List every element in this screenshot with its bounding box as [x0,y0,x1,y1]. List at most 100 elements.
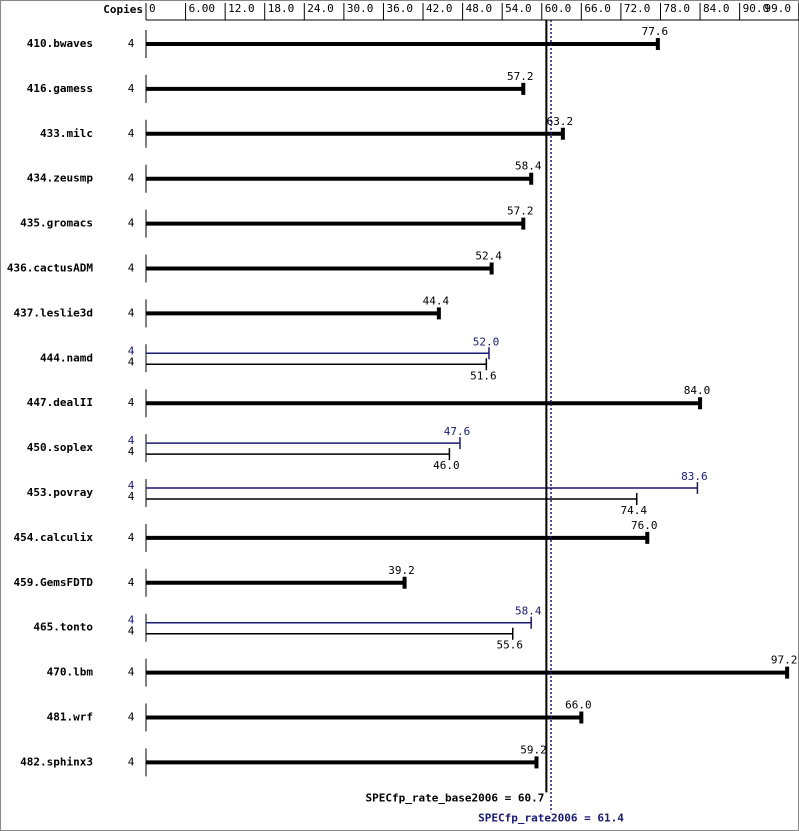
x-tick-label: 42.0 [426,2,453,15]
copies-label: 4 [128,490,135,503]
value-label: 63.2 [547,115,574,128]
value-label: 44.4 [423,294,450,307]
x-tick-label: 6.00 [189,2,216,15]
x-tick-label: 48.0 [466,2,493,15]
copies-label: 4 [128,445,135,458]
value-label: 83.6 [681,470,708,483]
value-label: 55.6 [496,639,523,652]
copies-label: 4 [128,711,135,724]
copies-label: 4 [128,172,135,185]
bar [146,307,441,320]
copies-label: 4 [128,479,135,492]
bar [146,531,650,544]
value-label: 76.0 [631,519,658,532]
copies-label: 4 [128,531,135,544]
value-label: 52.0 [473,335,500,348]
benchmark-label: 481.wrf [47,711,93,724]
copies-header: Copies [103,3,143,16]
benchmark-label: 453.povray [27,486,94,499]
x-tick-label: 24.0 [307,2,334,15]
value-label: 57.2 [507,70,534,83]
copies-label: 4 [128,625,135,638]
value-label: 51.6 [470,369,497,382]
value-label: 39.2 [388,564,415,577]
value-label: 47.6 [444,425,471,438]
bar [146,262,494,275]
benchmark-label: 410.bwaves [27,37,93,50]
copies-label: 4 [128,262,135,275]
x-tick-label: 78.0 [663,2,690,15]
x-tick-label: 54.0 [505,2,532,15]
x-tick-label: 84.0 [703,2,730,15]
benchmark-label: 434.zeusmp [27,172,94,185]
bar [146,217,526,230]
x-tick-label: 12.0 [228,2,255,15]
value-label: 77.6 [642,25,669,38]
value-label: 97.2 [771,654,798,667]
benchmark-label: 437.leslie3d [14,306,93,319]
x-tick-label: 72.0 [624,2,651,15]
benchmark-label: 433.milc [40,127,93,140]
value-label: 84.0 [684,384,711,397]
copies-label: 4 [128,37,135,50]
bar [146,616,532,629]
value-label: 58.4 [515,160,542,173]
benchmark-label: 482.sphinx3 [20,755,93,768]
x-tick-label: 90.0 [743,2,770,15]
benchmark-label: 459.GemsFDTD [14,576,94,589]
copies-label: 4 [128,666,135,679]
benchmark-label: 436.cactusADM [7,262,93,275]
copies-label: 4 [128,355,135,368]
benchmark-label: 465.tonto [33,621,93,634]
value-label: 46.0 [433,459,460,472]
bar [146,82,526,95]
bar [146,482,699,494]
x-tick-label: 60.0 [545,2,572,15]
copies-label: 4 [128,576,135,589]
copies-label: 4 [128,396,135,409]
bar [146,493,638,505]
bar [146,358,488,371]
x-tick-label: 18.0 [268,2,295,15]
benchmark-label: 435.gromacs [20,217,93,230]
value-label: 58.4 [515,605,542,618]
bar [146,711,584,724]
value-label: 74.4 [620,504,647,517]
copies-label: 4 [128,306,135,319]
benchmark-label: 416.gamess [27,82,93,95]
x-tick-label: 36.0 [386,2,413,15]
benchmark-label: 444.namd [40,351,93,364]
x-tick-label: 0 [149,2,156,15]
x-tick-label: 30.0 [347,2,374,15]
x-tick-label: 66.0 [584,2,611,15]
value-label: 66.0 [565,699,592,712]
copies-label: 4 [128,614,135,627]
benchmark-label: 450.soplex [27,441,94,454]
reference-label: SPECfp_rate2006 = 61.4 [478,811,624,824]
copies-label: 4 [128,344,135,357]
copies-label: 4 [128,755,135,768]
bar [146,627,514,640]
bar [146,347,490,360]
bar [146,397,703,410]
bar [146,576,407,589]
benchmark-label: 447.dealII [27,396,93,409]
bar [146,172,534,185]
bar [146,756,539,769]
copies-label: 4 [128,127,135,140]
bar [146,448,451,461]
copies-label: 4 [128,434,135,447]
x-tick-label: 99.0 [765,2,792,15]
benchmark-label: 470.lbm [47,666,94,679]
reference-label: SPECfp_rate_base2006 = 60.7 [366,791,545,804]
value-label: 57.2 [507,205,534,218]
bar [146,127,565,140]
bar [146,38,660,50]
bar [146,666,790,679]
value-label: 52.4 [475,250,502,263]
copies-label: 4 [128,82,135,95]
bar [146,437,461,450]
copies-label: 4 [128,217,135,230]
